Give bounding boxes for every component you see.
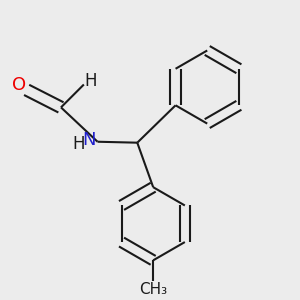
Text: H: H bbox=[72, 135, 85, 153]
Text: H: H bbox=[85, 72, 97, 90]
Text: CH₃: CH₃ bbox=[139, 282, 167, 297]
Text: N: N bbox=[82, 131, 96, 149]
Text: O: O bbox=[12, 76, 26, 94]
